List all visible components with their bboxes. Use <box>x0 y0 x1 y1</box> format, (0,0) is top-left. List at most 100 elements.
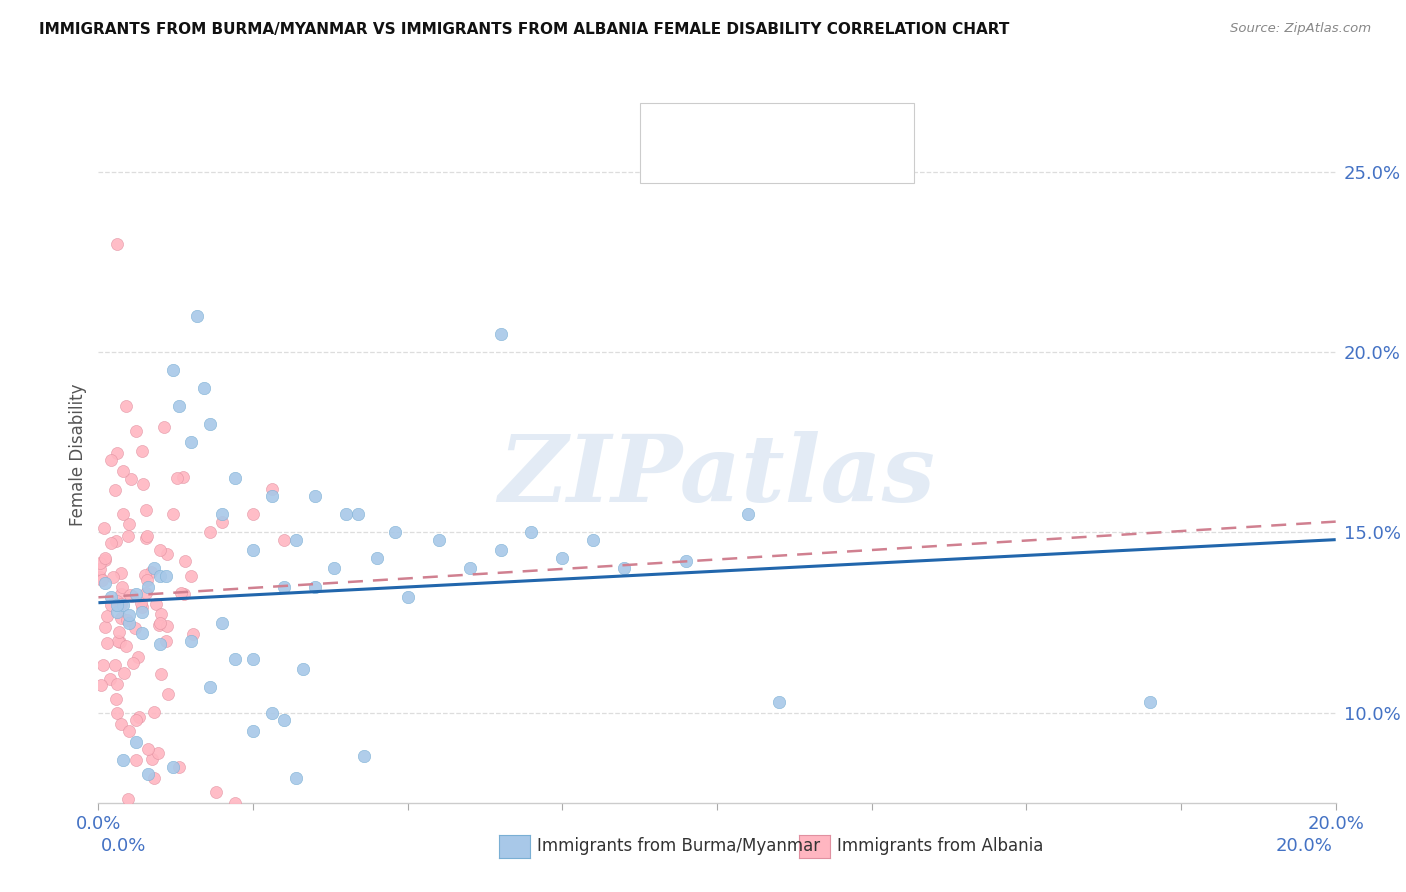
Point <box>131 626 153 640</box>
Point <box>91 574 114 588</box>
Point <box>94 553 117 567</box>
Point <box>149 637 172 651</box>
Point <box>118 589 141 603</box>
Text: Source: ZipAtlas.com: Source: ZipAtlas.com <box>1230 22 1371 36</box>
Point <box>105 446 128 460</box>
Point <box>91 657 114 672</box>
Point <box>136 573 159 587</box>
Point <box>110 611 132 625</box>
Point <box>112 598 135 612</box>
Point <box>89 557 111 571</box>
Point <box>242 508 264 522</box>
Point <box>186 309 208 323</box>
Point <box>120 472 142 486</box>
Point <box>103 570 125 584</box>
Point <box>117 792 139 806</box>
Point <box>242 651 264 665</box>
Point <box>118 723 141 738</box>
Point <box>124 621 146 635</box>
Point <box>143 561 166 575</box>
Point <box>100 536 122 550</box>
Point <box>110 635 132 649</box>
Point <box>135 586 157 600</box>
Point <box>224 651 246 665</box>
Point <box>129 596 152 610</box>
Point <box>135 529 157 543</box>
Point <box>110 587 132 601</box>
Point <box>162 760 184 774</box>
Text: 0.0%: 0.0% <box>101 837 146 855</box>
Point <box>124 734 146 748</box>
Point <box>285 771 308 785</box>
Point <box>166 471 188 485</box>
Point <box>124 753 146 767</box>
Point <box>224 471 246 485</box>
Point <box>105 598 128 612</box>
Point <box>115 639 138 653</box>
Point <box>193 381 215 395</box>
Point <box>112 464 135 478</box>
Point <box>366 550 388 565</box>
Point <box>104 658 127 673</box>
Point <box>105 237 128 252</box>
Point <box>170 586 193 600</box>
Point <box>180 435 202 450</box>
Point <box>148 617 170 632</box>
Point <box>121 589 143 603</box>
Point <box>162 508 184 522</box>
Point <box>96 609 118 624</box>
Point <box>157 687 180 701</box>
Text: Immigrants from Albania: Immigrants from Albania <box>837 837 1043 855</box>
Point <box>89 570 111 584</box>
Point <box>93 521 115 535</box>
Text: R = 0.054   N = 62: R = 0.054 N = 62 <box>706 115 884 134</box>
Point <box>145 597 167 611</box>
Point <box>136 741 159 756</box>
Point <box>111 580 134 594</box>
Point <box>211 615 233 630</box>
Point <box>136 767 159 781</box>
Point <box>304 580 326 594</box>
Point <box>273 580 295 594</box>
Text: R = 0.064   N = 97: R = 0.064 N = 97 <box>706 151 884 169</box>
Point <box>322 561 344 575</box>
Point <box>149 666 172 681</box>
Point <box>107 633 129 648</box>
Point <box>273 533 295 547</box>
Point <box>242 723 264 738</box>
Point <box>260 706 283 720</box>
Point <box>135 531 157 545</box>
Point <box>100 591 122 605</box>
Point <box>105 605 128 619</box>
Point <box>242 543 264 558</box>
Point <box>110 717 132 731</box>
Point <box>112 508 135 522</box>
Point <box>167 760 190 774</box>
Point <box>353 748 375 763</box>
Point <box>96 636 118 650</box>
Point <box>149 607 172 621</box>
Point <box>104 483 127 497</box>
Point <box>384 525 406 540</box>
Point <box>105 593 128 607</box>
Point <box>260 482 283 496</box>
Point <box>458 561 481 575</box>
Point <box>143 705 166 719</box>
Point <box>520 525 543 540</box>
Point <box>198 681 221 695</box>
Point <box>100 598 122 612</box>
Point <box>180 568 202 582</box>
Point <box>167 399 190 413</box>
Point <box>768 695 790 709</box>
Point <box>211 508 233 522</box>
Text: Immigrants from Burma/Myanmar: Immigrants from Burma/Myanmar <box>537 837 820 855</box>
Point <box>115 613 138 627</box>
Point <box>132 476 155 491</box>
Point <box>128 710 150 724</box>
Point <box>489 543 512 558</box>
Point <box>100 453 122 467</box>
Point <box>118 615 141 630</box>
Point <box>291 662 314 676</box>
Point <box>117 517 139 532</box>
Point <box>149 568 172 582</box>
